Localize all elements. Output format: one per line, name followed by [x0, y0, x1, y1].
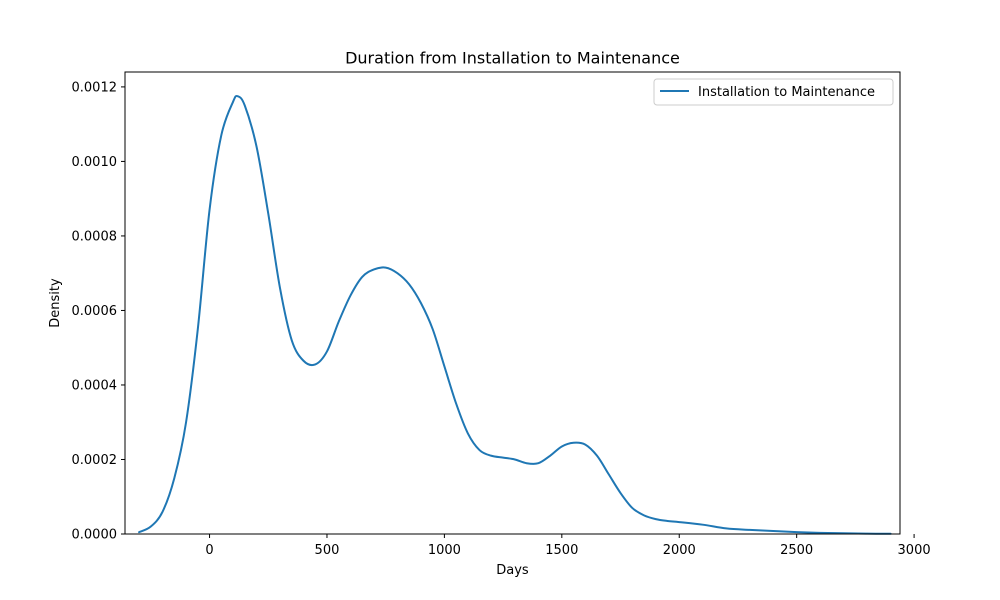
y-tick-label: 0.0012	[72, 80, 118, 95]
y-tick-label: 0.0010	[72, 155, 118, 170]
series-lines	[138, 94, 892, 535]
series-line-installation-to-maintenance	[138, 94, 892, 535]
y-tick-label: 0.0002	[72, 453, 118, 468]
y-tick-label: 0.0004	[72, 378, 118, 393]
x-tick-label: 0	[205, 543, 213, 558]
y-tick-label: 0.0006	[72, 304, 118, 319]
x-axis-label: Days	[496, 563, 529, 578]
chart-title: Duration from Installation to Maintenanc…	[345, 49, 680, 68]
y-tick-label: 0.0008	[72, 229, 118, 244]
legend-entry-installation-to-maintenance: Installation to Maintenance	[698, 85, 875, 100]
legend-box	[653, 78, 894, 106]
x-tick-label: 500	[315, 543, 340, 558]
x-tick-label: 2000	[663, 543, 696, 558]
y-axis-ticks: 0.0000 0.0002 0.0004 0.0006 0.0008 0.0010 0.00…	[72, 80, 125, 543]
y-tick-label: 0.0000	[72, 528, 118, 543]
x-tick-label: 1500	[545, 543, 578, 558]
x-tick-label: 2500	[780, 543, 813, 558]
y-axis-label: Density	[48, 278, 63, 328]
x-tick-label: 3000	[898, 543, 931, 558]
plot-area-frame	[124, 71, 901, 535]
x-tick-label: 1000	[428, 543, 461, 558]
legend: Installation to Maintenance	[653, 78, 894, 106]
x-axis-ticks: 0 500 1000 1500 2000 2500 3000	[205, 534, 931, 558]
